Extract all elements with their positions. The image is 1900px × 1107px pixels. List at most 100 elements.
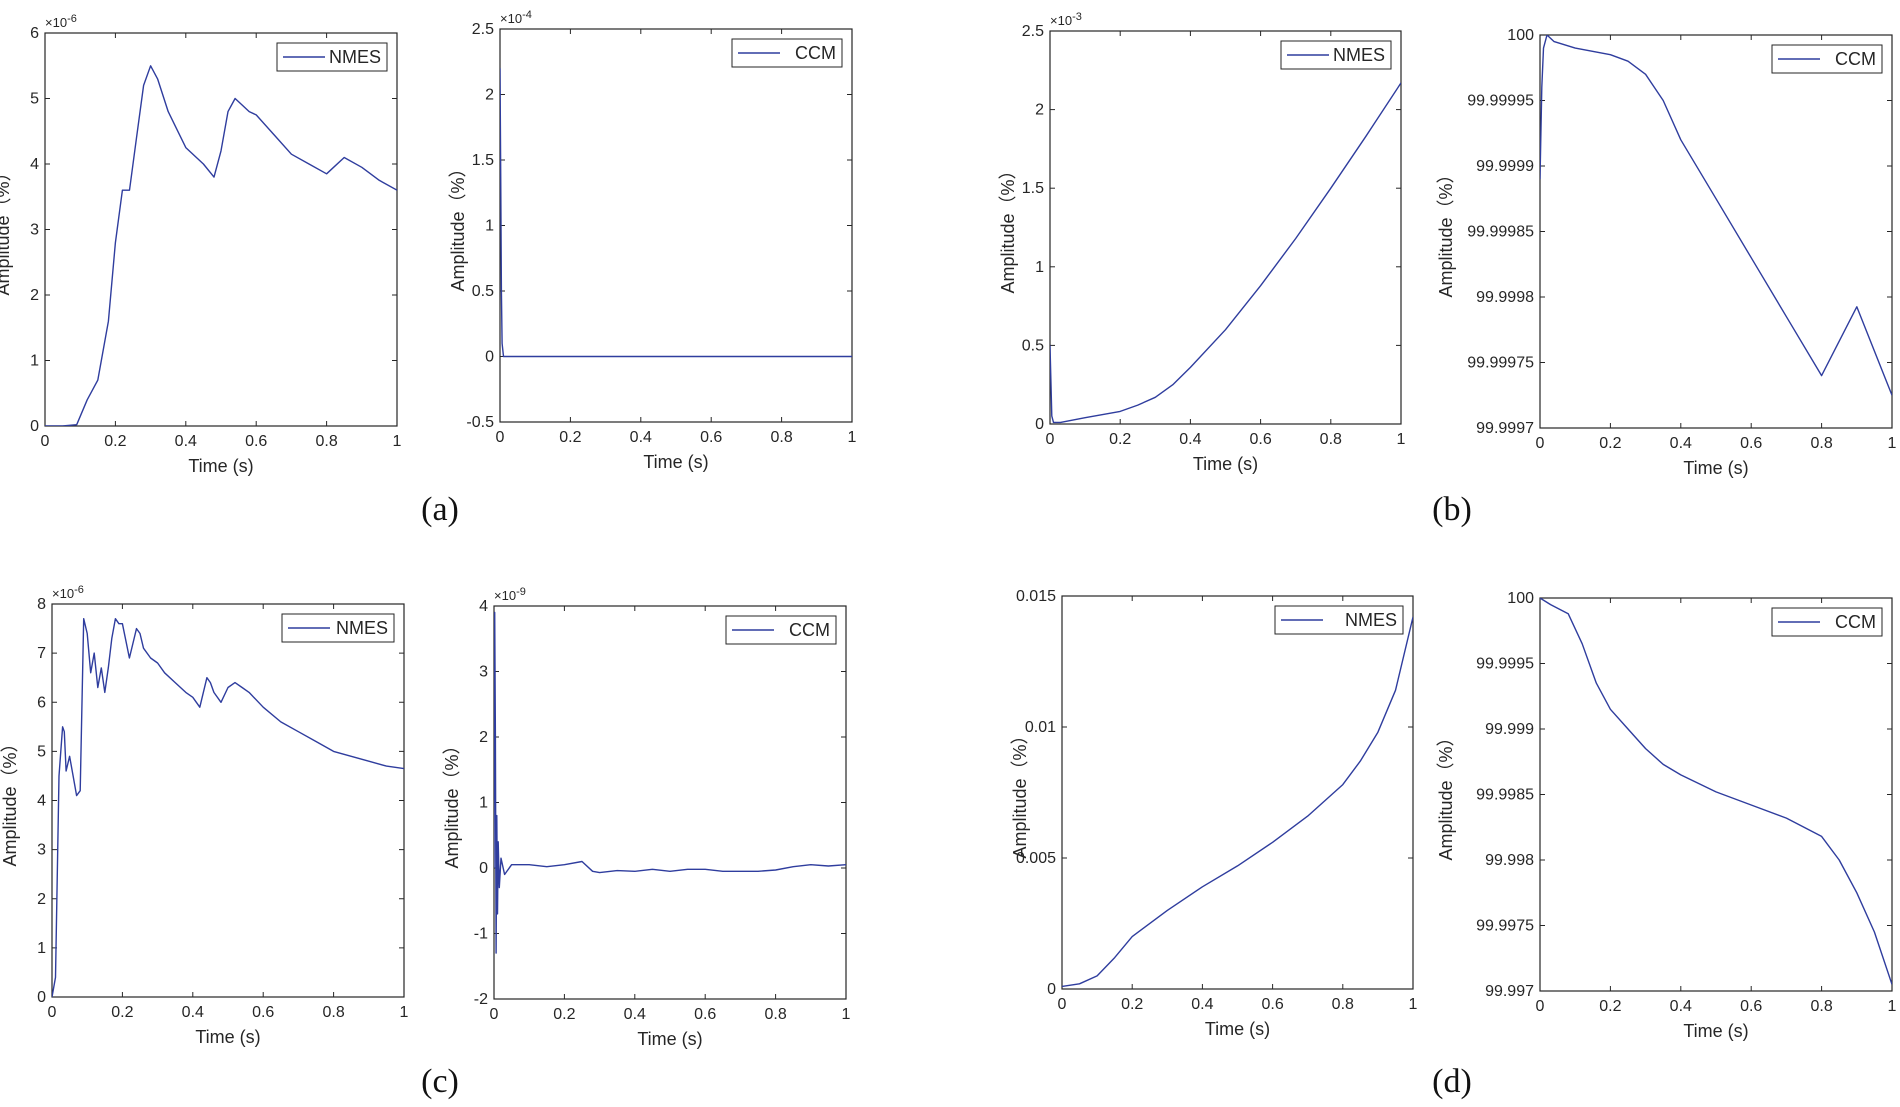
legend: NMES: [276, 42, 388, 72]
y-tick-label: 0: [1047, 981, 1056, 998]
y-tick-label: 100: [1507, 590, 1534, 607]
y-tick-label: 0: [1035, 416, 1044, 433]
x-tick-label: 0: [1046, 431, 1055, 448]
legend-label: NMES: [1345, 610, 1397, 630]
y-tick-label: 99.9997: [1476, 420, 1534, 437]
x-tick-label: 0.8: [764, 1006, 786, 1023]
series-line-nmes: [1062, 616, 1413, 988]
legend-label: CCM: [1835, 49, 1876, 69]
x-tick-label: 0.6: [694, 1006, 716, 1023]
axes-box: [44, 32, 398, 427]
axes-box: [1539, 34, 1893, 429]
y-tick-label: 4: [30, 156, 39, 173]
x-tick-label: 0.2: [1121, 996, 1143, 1013]
axis-exponent: ×10-3: [1050, 11, 1082, 28]
y-tick-label: 2.5: [1022, 23, 1044, 40]
chart-7: 0 0.2 0.4 0.6 0.8 1 0 0.005 0.01 0.015 Time (s) Amp…: [1010, 588, 1418, 1039]
x-axis-label: Time (s): [188, 456, 253, 476]
axes-box: [493, 605, 847, 1000]
exponent-base: ×10: [52, 586, 74, 601]
x-tick-label: 0.8: [770, 429, 792, 446]
exponent-power: -4: [522, 9, 532, 21]
x-tick-label: 0: [41, 433, 50, 450]
y-tick-label: 0.005: [1016, 850, 1056, 867]
chart-3: 0 0.2 0.4 0.6 0.8 1 0 0.5 1 1.5 2 2.5 ×10-3 Time (s) A…: [998, 11, 1406, 474]
x-axis-label: Time (s): [643, 452, 708, 472]
y-tick-label: 99.997: [1485, 983, 1534, 1000]
x-axis-label: Time (s): [637, 1029, 702, 1049]
x-tick-label: 0.4: [1670, 435, 1692, 452]
x-axis-label: Time (s): [1205, 1019, 1270, 1039]
x-tick-label: 0.4: [624, 1006, 646, 1023]
y-axis-label: Amplitude（%）: [1436, 165, 1456, 297]
x-tick-label: 0.8: [1810, 998, 1832, 1015]
y-tick-label: 100: [1507, 27, 1534, 44]
axis-exponent: ×10-6: [52, 584, 84, 601]
y-tick-label: 0.5: [1022, 337, 1044, 354]
y-tick-label: 3: [30, 222, 39, 239]
x-tick-label: 0: [48, 1004, 57, 1021]
legend: CCM: [731, 38, 843, 68]
axis-exponent: ×10-9: [494, 586, 526, 603]
panel-label-a: (a): [421, 491, 459, 528]
x-tick-label: 0.4: [1670, 998, 1692, 1015]
y-tick-label: 0.01: [1025, 719, 1056, 736]
y-tick-label: 3: [37, 842, 46, 859]
y-tick-label: 7: [37, 645, 46, 662]
legend-label: CCM: [789, 620, 830, 640]
y-tick-label: 0.015: [1016, 588, 1056, 605]
y-axis-label: Amplitude（%）: [998, 161, 1018, 293]
y-axis-label: Amplitude（%）: [1010, 726, 1030, 858]
x-tick-label: 1: [393, 433, 402, 450]
y-axis-label: Amplitude（%）: [0, 734, 20, 866]
y-tick-label: 99.9999: [1476, 158, 1534, 175]
x-tick-label: 0.6: [252, 1004, 274, 1021]
y-tick-label: 6: [30, 25, 39, 42]
y-tick-label: 99.9985: [1476, 787, 1534, 804]
y-tick-label: 99.999: [1485, 721, 1534, 738]
legend: CCM: [1771, 44, 1883, 74]
axes-box: [1539, 597, 1893, 992]
y-tick-label: 99.9998: [1476, 289, 1534, 306]
chart-5: 0 0.2 0.4 0.6 0.8 1 0 1 2 3 4 5 6 7 8 ×10-6 Time (s) Ampl…: [0, 584, 409, 1047]
x-tick-label: 1: [842, 1006, 851, 1023]
y-tick-label: 2: [1035, 102, 1044, 119]
axes-box: [1061, 595, 1414, 990]
y-tick-label: 8: [37, 596, 46, 613]
y-tick-label: 0: [30, 418, 39, 435]
y-tick-label: 0: [37, 989, 46, 1006]
exponent-base: ×10: [494, 588, 516, 603]
y-tick-label: -2: [474, 991, 488, 1008]
legend-label: NMES: [336, 618, 388, 638]
x-tick-label: 0.4: [1179, 431, 1201, 448]
exponent-power: -6: [74, 584, 84, 596]
y-tick-label: 0.5: [472, 283, 494, 300]
y-axis-label: Amplitude（%）: [448, 159, 468, 291]
chart-6: 0 0.2 0.4 0.6 0.8 1 -2 -1 0 1 2 3 4 ×10-9 Time (s) Ampl…: [442, 586, 851, 1049]
y-tick-label: 2: [479, 729, 488, 746]
y-tick-label: 99.9975: [1476, 918, 1534, 935]
y-tick-label: 99.998: [1485, 852, 1534, 869]
y-tick-label: 2: [37, 891, 46, 908]
x-tick-label: 0.6: [1261, 996, 1283, 1013]
legend: CCM: [725, 615, 837, 645]
legend-label: CCM: [795, 43, 836, 63]
legend: NMES: [1280, 40, 1392, 70]
y-tick-label: -0.5: [466, 414, 494, 431]
x-tick-label: 1: [1397, 431, 1406, 448]
series-line-ccm: [494, 611, 846, 954]
x-tick-label: 0.4: [1191, 996, 1213, 1013]
series-line-ccm: [1540, 35, 1892, 396]
x-tick-label: 0.2: [559, 429, 581, 446]
x-tick-label: 0.4: [182, 1004, 204, 1021]
x-tick-label: 0.6: [1740, 435, 1762, 452]
y-axis-label: Amplitude（%）: [442, 736, 462, 868]
y-tick-label: 4: [37, 793, 46, 810]
y-tick-label: 2.5: [472, 21, 494, 38]
legend-label: CCM: [1835, 612, 1876, 632]
y-tick-label: 1.5: [1022, 180, 1044, 197]
x-tick-label: 1: [848, 429, 857, 446]
y-tick-label: 3: [479, 664, 488, 681]
